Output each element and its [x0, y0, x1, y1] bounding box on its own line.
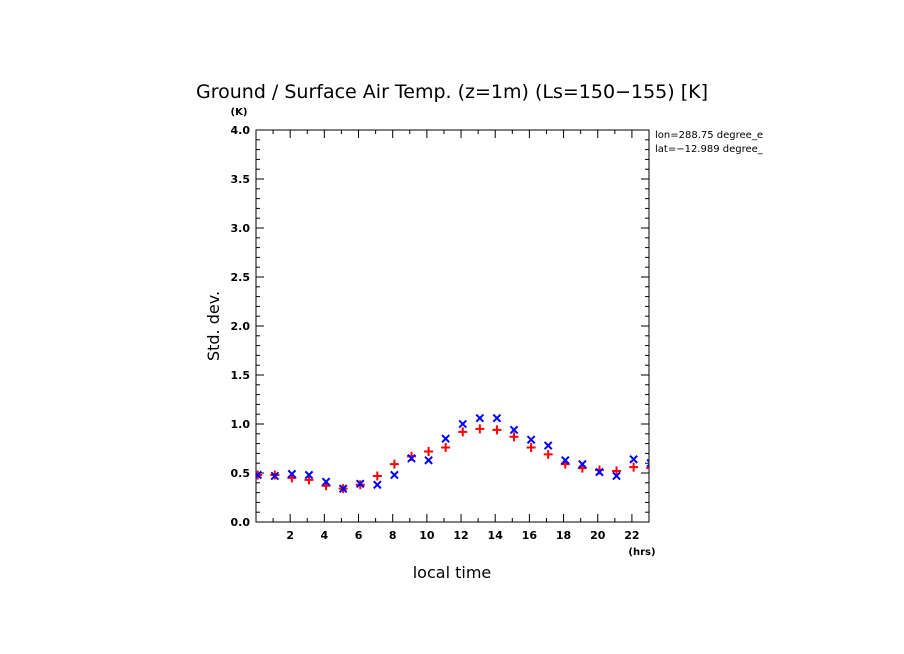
data-point-x — [270, 471, 280, 481]
data-marks — [256, 413, 649, 494]
data-point-plus — [543, 449, 553, 459]
x-tick-label: 4 — [321, 529, 329, 542]
data-point-plus — [509, 432, 519, 442]
data-point-x — [526, 435, 536, 444]
data-point-x — [424, 455, 433, 465]
x-tick-label: 12 — [453, 529, 468, 542]
data-point-x — [304, 470, 314, 480]
y-axis-label: Std. dev. — [204, 291, 223, 361]
x-tick-label: 2 — [286, 529, 294, 542]
x-tick-label: 22 — [624, 529, 639, 542]
y-tick-label: 1.5 — [231, 369, 251, 382]
data-point-plus — [424, 446, 434, 456]
y-tick-label: 0.5 — [231, 467, 251, 480]
axis-ticks — [255, 129, 650, 523]
data-point-x — [373, 480, 382, 490]
x-tick-label: 20 — [590, 529, 606, 542]
x-tick-label: 14 — [488, 529, 504, 542]
plot-frame — [255, 129, 650, 523]
data-point-x — [390, 470, 399, 480]
data-point-plus — [458, 427, 468, 437]
data-point-x — [595, 467, 604, 477]
data-point-x — [560, 455, 570, 465]
x-tick-label: 10 — [419, 529, 435, 542]
data-point-x — [407, 453, 416, 463]
tick-labels: 2 4 6 8 10 12 14 16 18 20 22 0.0 0.5 1.0 1.5 2.0 2.5 3.0 3… — [231, 124, 640, 542]
y-tick-label: 4.0 — [231, 124, 251, 137]
y-tick-label: 2.5 — [231, 271, 251, 284]
x-tick-label: 16 — [522, 529, 538, 542]
chart-title: Ground / Surface Air Temp. (z=1m) (Ls=15… — [196, 81, 708, 103]
y-tick-label: 0.0 — [231, 516, 251, 529]
data-point-x — [256, 470, 263, 480]
data-point-plus — [646, 467, 649, 470]
lon-annotation: lon=288.75 degree_e — [655, 130, 763, 141]
data-point-x — [441, 434, 450, 444]
data-point-x — [629, 454, 638, 464]
data-point-plus — [492, 425, 502, 435]
data-point-x — [646, 458, 649, 468]
data-point-plus — [526, 443, 536, 453]
lat-annotation: lat=−12.989 degree_ — [655, 144, 764, 155]
data-point-plus — [441, 443, 451, 453]
y-unit-label: (K) — [231, 107, 248, 118]
data-point-x — [458, 419, 468, 429]
data-point-x — [578, 459, 587, 469]
data-point-x — [509, 425, 519, 435]
x-axis-label: local time — [413, 563, 492, 582]
data-point-x — [543, 441, 553, 450]
data-point-plus — [612, 466, 622, 476]
data-point-plus — [304, 475, 314, 485]
x-tick-label: 6 — [355, 529, 363, 542]
data-point-x — [287, 469, 297, 479]
y-tick-label: 2.0 — [231, 320, 251, 333]
x-tick-label: 8 — [389, 529, 397, 542]
data-point-x — [321, 477, 331, 487]
data-point-x — [338, 484, 348, 493]
data-point-x — [492, 413, 502, 423]
y-tick-label: 3.0 — [231, 222, 251, 235]
data-point-x — [475, 413, 485, 423]
data-point-x — [355, 479, 365, 489]
data-point-plus — [475, 424, 485, 434]
data-point-plus — [629, 462, 639, 472]
x-unit-label: (hrs) — [628, 547, 655, 558]
data-point-x — [612, 471, 621, 481]
data-point-plus — [372, 471, 382, 481]
data-point-plus — [389, 459, 399, 469]
y-tick-label: 3.5 — [231, 173, 251, 186]
x-tick-label: 18 — [556, 529, 571, 542]
y-tick-label: 1.0 — [231, 418, 251, 431]
